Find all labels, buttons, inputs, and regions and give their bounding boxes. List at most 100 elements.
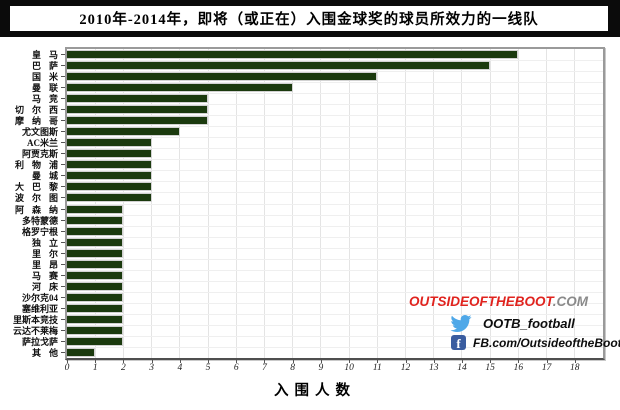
category-label: 切尔西 [0, 104, 58, 115]
x-tick-mark [264, 360, 266, 363]
category-label-text: 曼联 [31, 83, 66, 94]
x-tick-label: 6 [233, 363, 239, 373]
category-label-text: 河床 [31, 281, 66, 292]
bar [67, 237, 124, 247]
y-tick-mark [61, 175, 65, 177]
horizontal-gridline [67, 214, 603, 216]
category-label: 阿贾克斯 [0, 148, 58, 159]
y-tick-mark [61, 296, 65, 298]
bar [67, 72, 378, 82]
twitter-row: OOTB_football [448, 313, 575, 334]
bar [67, 226, 124, 236]
category-label: 里斯本竞技 [0, 314, 58, 325]
category-label-text: 阿贾克斯 [21, 149, 58, 160]
y-tick-mark [61, 120, 65, 122]
x-tick-label: 4 [177, 363, 183, 373]
y-tick-mark [61, 98, 65, 100]
category-label: AC米兰 [0, 137, 58, 148]
x-tick-label: 10 [344, 363, 354, 373]
category-label-text: 里尔 [31, 248, 66, 259]
x-tick-mark [490, 360, 492, 363]
x-tick-label: 9 [318, 363, 324, 373]
x-tick-label: 12 [400, 363, 411, 373]
category-label-text: 独立 [31, 237, 66, 248]
category-label-text: 里昂 [31, 259, 66, 270]
category-label: 利物浦 [0, 159, 58, 170]
y-tick-mark [61, 263, 65, 265]
bar [67, 193, 152, 203]
horizontal-gridline [67, 115, 603, 117]
horizontal-gridline [67, 126, 603, 128]
bar [67, 314, 124, 324]
y-tick-mark [61, 252, 65, 254]
horizontal-gridline [67, 236, 603, 238]
category-label: 国米 [0, 71, 58, 82]
horizontal-gridline [67, 71, 603, 73]
x-tick-label: 1 [92, 363, 98, 373]
category-label-text: 巴萨 [31, 61, 66, 72]
category-label-text: 云达不莱梅 [12, 325, 58, 336]
x-tick-mark [377, 360, 379, 363]
facebook-url: FB.com/OutsideoftheBoot [473, 335, 620, 350]
category-label: 马竞 [0, 93, 58, 104]
category-label-text: 曼城 [31, 171, 66, 182]
x-tick-mark [208, 360, 210, 363]
y-tick-mark [61, 65, 65, 67]
y-tick-mark [61, 285, 65, 287]
y-tick-mark [61, 54, 65, 55]
title-banner: 2010年-2014年，即将（或正在）入围金球奖的球员所效力的一线队 [0, 0, 620, 37]
horizontal-gridline [67, 313, 603, 315]
category-label-text: 摩纳哥 [14, 116, 66, 127]
x-tick-mark [349, 360, 351, 363]
horizontal-gridline [67, 93, 603, 95]
bar [67, 204, 124, 214]
y-tick-mark [61, 142, 65, 144]
x-tick-label: 18 [570, 363, 580, 373]
facebook-row: f FB.com/OutsideoftheBoot [451, 335, 620, 350]
category-label-text: 多特蒙德 [21, 215, 58, 226]
category-label-text: 马赛 [31, 270, 66, 281]
category-label: 摩纳哥 [0, 115, 58, 126]
category-label-text: 塞维利亚 [21, 303, 58, 314]
bar [67, 138, 152, 148]
title-box: 2010年-2014年，即将（或正在）入围金球奖的球员所效力的一线队 [10, 6, 608, 31]
x-tick-mark [518, 360, 520, 363]
horizontal-gridline [67, 148, 603, 150]
x-tick-mark [405, 360, 407, 363]
horizontal-gridline [67, 258, 603, 260]
horizontal-gridline [67, 203, 603, 205]
bar [67, 259, 124, 269]
y-tick-mark [61, 241, 65, 243]
x-tick-mark [461, 360, 463, 363]
horizontal-gridline [67, 192, 603, 194]
category-label-text: 尤文图斯 [21, 127, 58, 138]
horizontal-gridline [67, 159, 603, 161]
bar [67, 270, 124, 280]
category-label: 波尔图 [0, 192, 58, 203]
x-tick-label: 13 [428, 363, 439, 373]
bar [67, 303, 124, 313]
category-label: 里尔 [0, 248, 58, 259]
x-tick-mark [67, 360, 68, 363]
category-label: 尤文图斯 [0, 126, 58, 137]
bar [67, 94, 209, 104]
bar [67, 248, 124, 258]
horizontal-gridline [67, 324, 603, 326]
y-tick-mark [61, 164, 65, 166]
category-label: 大巴黎 [0, 181, 58, 192]
category-label-text: 格罗宁根 [21, 226, 58, 237]
twitter-icon [448, 313, 474, 334]
category-label: 里昂 [0, 259, 58, 270]
horizontal-gridline [67, 302, 603, 304]
x-tick-mark [236, 360, 238, 363]
category-label-text: 大巴黎 [14, 182, 66, 193]
x-tick-label: 7 [262, 363, 267, 373]
bar [67, 50, 519, 59]
category-label: 沙尔克04 [0, 292, 58, 303]
y-tick-mark [61, 197, 65, 199]
category-label-text: 切尔西 [14, 105, 66, 116]
x-tick-label: 14 [457, 363, 467, 373]
y-tick-mark [61, 131, 65, 133]
y-tick-mark [61, 318, 65, 320]
